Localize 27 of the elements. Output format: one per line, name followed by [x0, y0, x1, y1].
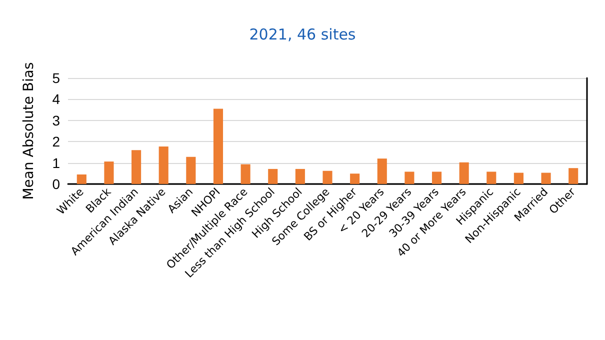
bar — [432, 172, 442, 184]
y-tick-label: 5 — [52, 70, 60, 86]
bar — [186, 156, 196, 184]
chart-title: 2021, 46 sites — [249, 26, 356, 44]
bar — [268, 168, 278, 184]
bar — [350, 174, 360, 184]
bar — [404, 172, 414, 184]
y-tick-label: 1 — [52, 154, 60, 171]
y-tick-label: 0 — [52, 176, 60, 192]
bar — [377, 158, 387, 184]
bar — [322, 170, 332, 184]
bar — [568, 168, 578, 184]
y-axis-title: Mean Absolute Bias — [21, 62, 37, 200]
bar — [132, 150, 142, 184]
bar — [158, 146, 168, 184]
bar — [541, 172, 551, 184]
bar — [213, 108, 224, 184]
bar — [295, 168, 305, 184]
y-tick-label: 2 — [52, 134, 60, 150]
bar — [76, 174, 86, 184]
bar — [486, 172, 496, 184]
bar — [104, 162, 114, 184]
bar — [459, 162, 469, 184]
bar — [240, 164, 250, 184]
bar — [514, 172, 524, 184]
y-tick-label: 3 — [52, 112, 60, 128]
y-tick-label: 4 — [52, 91, 60, 108]
